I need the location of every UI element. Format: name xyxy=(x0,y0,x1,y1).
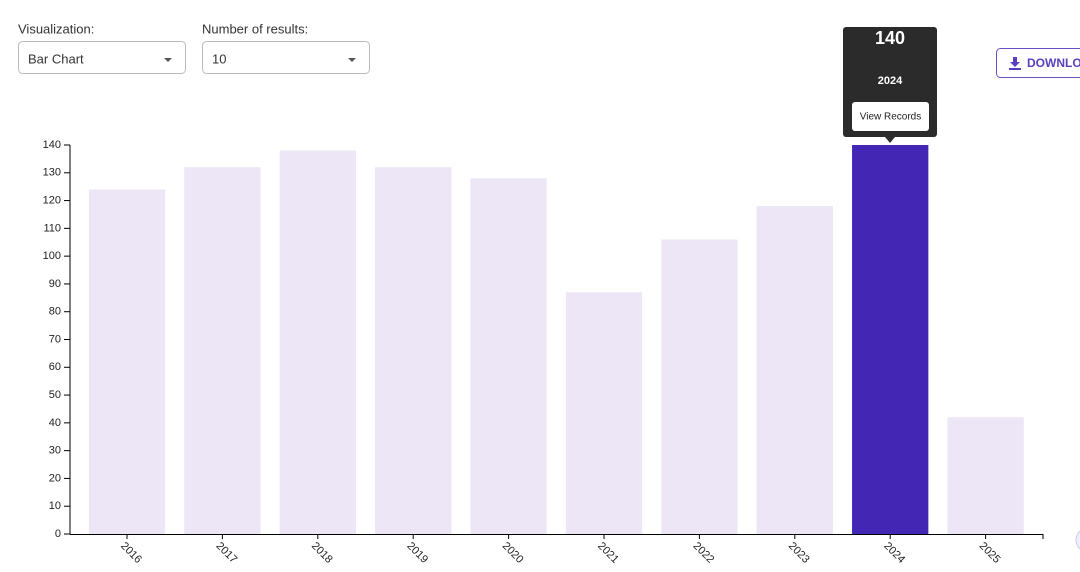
bar xyxy=(661,239,738,534)
bar xyxy=(470,178,547,535)
results-select[interactable] xyxy=(202,41,370,74)
tooltip-category: 2024 xyxy=(878,75,903,87)
tooltip-pointer xyxy=(885,137,895,143)
y-tick-label: 120 xyxy=(43,194,61,206)
y-tick-label: 140 xyxy=(43,139,61,151)
x-tick-label: 2018 xyxy=(309,540,335,566)
tooltip: 140 2024 View Records xyxy=(843,27,937,143)
visualization-select[interactable] xyxy=(18,41,186,74)
y-tick-label: 90 xyxy=(49,278,61,290)
results-value: 10 xyxy=(212,51,226,66)
y-tick-label: 70 xyxy=(49,333,61,345)
bar xyxy=(184,167,261,534)
x-tick-label: 2025 xyxy=(977,540,1003,566)
y-tick-label: 100 xyxy=(43,250,61,262)
x-tick-label: 2021 xyxy=(595,540,621,566)
visualization-label: Visualization: xyxy=(18,21,94,36)
bar xyxy=(375,167,452,534)
bar xyxy=(852,145,929,534)
chart: 0 10 20 30 40 50 60 70 80 90 100 110 120 130 140 2016 20… xyxy=(43,139,1044,566)
y-tick-label: 30 xyxy=(49,445,61,457)
bar xyxy=(947,417,1024,534)
y-tick-label: 10 xyxy=(49,500,61,512)
view-records-button[interactable] xyxy=(852,102,929,131)
y-tick-label: 50 xyxy=(49,389,61,401)
bar xyxy=(88,189,166,534)
y-tick-label: 80 xyxy=(49,306,61,318)
y-tick-label: 60 xyxy=(49,361,61,373)
x-tick-label: 2024 xyxy=(881,540,907,566)
dropdown-arrow xyxy=(164,58,172,62)
y-tick-label: 20 xyxy=(49,472,61,484)
y-tick-label: 110 xyxy=(43,222,61,234)
floating-button[interactable] xyxy=(1075,528,1080,552)
y-tick-label: 130 xyxy=(43,167,61,179)
visualization-value: Bar Chart xyxy=(28,51,84,66)
download-icon xyxy=(1009,57,1021,70)
bar xyxy=(756,206,833,534)
y-tick-label: 40 xyxy=(49,417,61,429)
x-tick-label: 2019 xyxy=(404,540,430,566)
x-tick-label: 2020 xyxy=(500,540,526,566)
bar xyxy=(565,292,643,534)
dropdown-arrow xyxy=(348,58,356,62)
view-records-text: View Records xyxy=(860,112,922,123)
x-tick-label: 2023 xyxy=(786,540,812,566)
download-button[interactable] xyxy=(996,48,1080,78)
y-tick-label: 0 xyxy=(55,528,61,540)
x-tick-label: 2017 xyxy=(214,540,240,566)
results-label: Number of results: xyxy=(202,21,308,36)
x-tick-label: 2016 xyxy=(118,540,144,566)
download-text: DOWNLOAD xyxy=(1027,56,1080,70)
bar xyxy=(279,150,356,535)
tooltip-value: 140 xyxy=(875,28,905,48)
x-tick-label: 2022 xyxy=(691,540,717,566)
